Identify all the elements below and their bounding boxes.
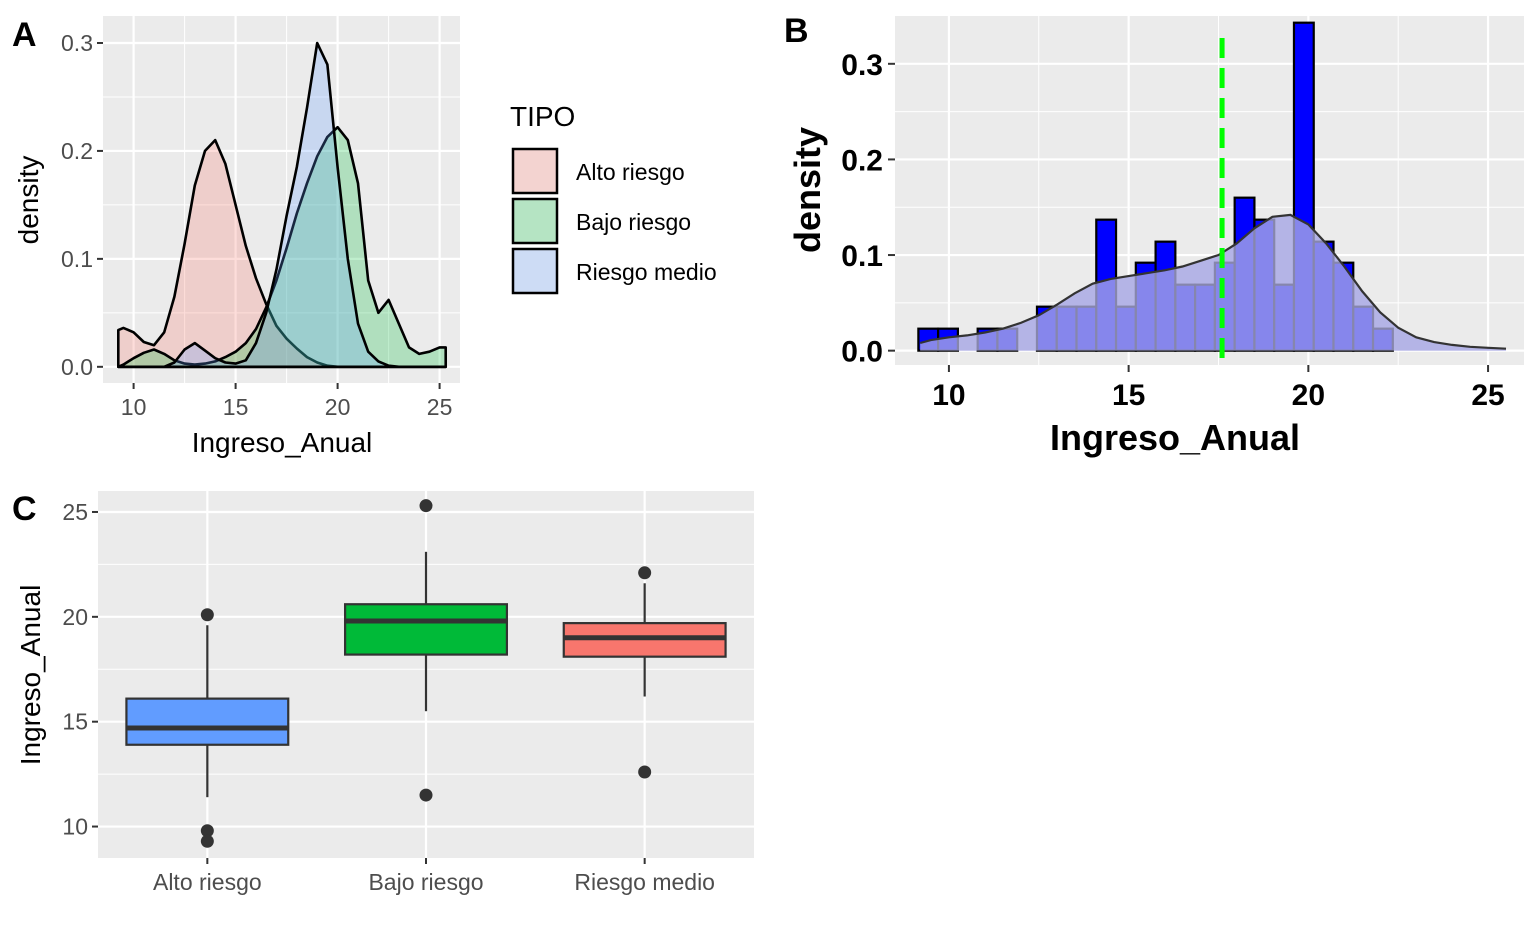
x-tick-label: 15 <box>223 394 249 420</box>
panel-a-background <box>103 16 460 383</box>
outlier-point <box>419 499 433 513</box>
panel-a-legend: TIPO Alto riesgo Bajo riesgo Riesgo medio <box>510 101 717 295</box>
x-tick-label: 10 <box>932 379 965 412</box>
y-tick-label: 0.0 <box>841 336 883 369</box>
density-area-bajo-riesgo <box>117 125 448 369</box>
legend-key-alto-riesgo <box>511 147 559 195</box>
panel-b-y-ticks: 0.0 0.1 0.2 0.3 <box>841 49 895 369</box>
y-tick-label: 10 <box>62 814 88 840</box>
panel-a-density-areas <box>117 41 448 369</box>
x-tick-label: Bajo riesgo <box>368 869 483 895</box>
y-tick-label: 0.2 <box>61 138 93 164</box>
y-tick-label: 0.2 <box>841 144 883 177</box>
density-area-riesgo-medio <box>117 41 448 369</box>
outlier-point <box>200 824 214 838</box>
y-tick-label: 0.3 <box>61 30 93 56</box>
legend-key-background <box>512 248 558 294</box>
legend-label: Alto riesgo <box>576 159 685 185</box>
panel-c-y-ticks: 10 15 20 25 <box>62 499 98 840</box>
outlier-point <box>419 788 433 802</box>
y-tick-label: 0.1 <box>61 246 93 272</box>
panel-b-y-axis-title: density <box>787 127 828 253</box>
y-tick-label: 0.0 <box>61 354 93 380</box>
legend-key-bajo-riesgo <box>511 197 559 245</box>
legend-key-background <box>512 198 558 244</box>
box-alto-riesgo <box>125 697 290 746</box>
panel-c-x-ticks: Alto riesgo Bajo riesgo Riesgo medio <box>153 858 715 895</box>
legend-key-riesgo-medio <box>511 247 559 295</box>
x-tick-label: 25 <box>1471 379 1504 412</box>
y-tick-label: 25 <box>62 499 88 525</box>
legend-label: Bajo riesgo <box>576 209 691 235</box>
y-tick-label: 0.1 <box>841 240 883 273</box>
legend-title: TIPO <box>510 101 575 132</box>
x-tick-label: 25 <box>427 394 453 420</box>
x-tick-label: 15 <box>1112 379 1145 412</box>
panel-c: Alto riesgo Bajo riesgo Riesgo medio 10 15 2… <box>12 490 754 895</box>
panel-a: 10 15 20 25 0.0 0.1 0.2 0.3 Ingreso_Anual dens… <box>12 16 717 458</box>
y-tick-label: 0.3 <box>841 49 883 82</box>
panel-a-x-ticks: 10 15 20 25 <box>121 383 453 420</box>
panel-b-x-ticks: 10 15 20 25 <box>932 365 1505 412</box>
legend-key-background <box>512 148 558 194</box>
panel-a-tag: A <box>12 16 37 54</box>
panel-c-y-axis-title: Ingreso_Anual <box>15 585 46 766</box>
panel-c-tag: C <box>12 490 37 528</box>
panel-b-density <box>919 213 1507 351</box>
panel-a-y-ticks: 0.0 0.1 0.2 0.3 <box>61 30 103 380</box>
box-bajo-riesgo <box>343 603 509 656</box>
panel-a-x-axis-title: Ingreso_Anual <box>192 427 373 458</box>
outlier-point <box>638 566 652 580</box>
panel-b-x-axis-title: Ingreso_Anual <box>1050 417 1300 458</box>
y-tick-label: 20 <box>62 604 88 630</box>
y-tick-label: 15 <box>62 709 88 735</box>
panel-c-boxplots <box>125 499 727 848</box>
density-line <box>919 213 1507 350</box>
x-tick-label: 20 <box>325 394 351 420</box>
legend-label: Riesgo medio <box>576 259 717 285</box>
outlier-point <box>200 608 214 622</box>
x-tick-label: Riesgo medio <box>574 869 715 895</box>
panel-b: 10 15 20 25 0.0 0.1 0.2 0.3 Ingreso_Anual dens… <box>784 12 1524 458</box>
panel-b-tag: B <box>784 12 809 50</box>
x-tick-label: 10 <box>121 394 147 420</box>
panel-a-y-axis-title: density <box>13 156 44 245</box>
outlier-point <box>638 765 652 779</box>
outlier-point <box>200 834 214 848</box>
x-tick-label: 20 <box>1292 379 1325 412</box>
x-tick-label: Alto riesgo <box>153 869 262 895</box>
density-overlay <box>920 214 1507 351</box>
